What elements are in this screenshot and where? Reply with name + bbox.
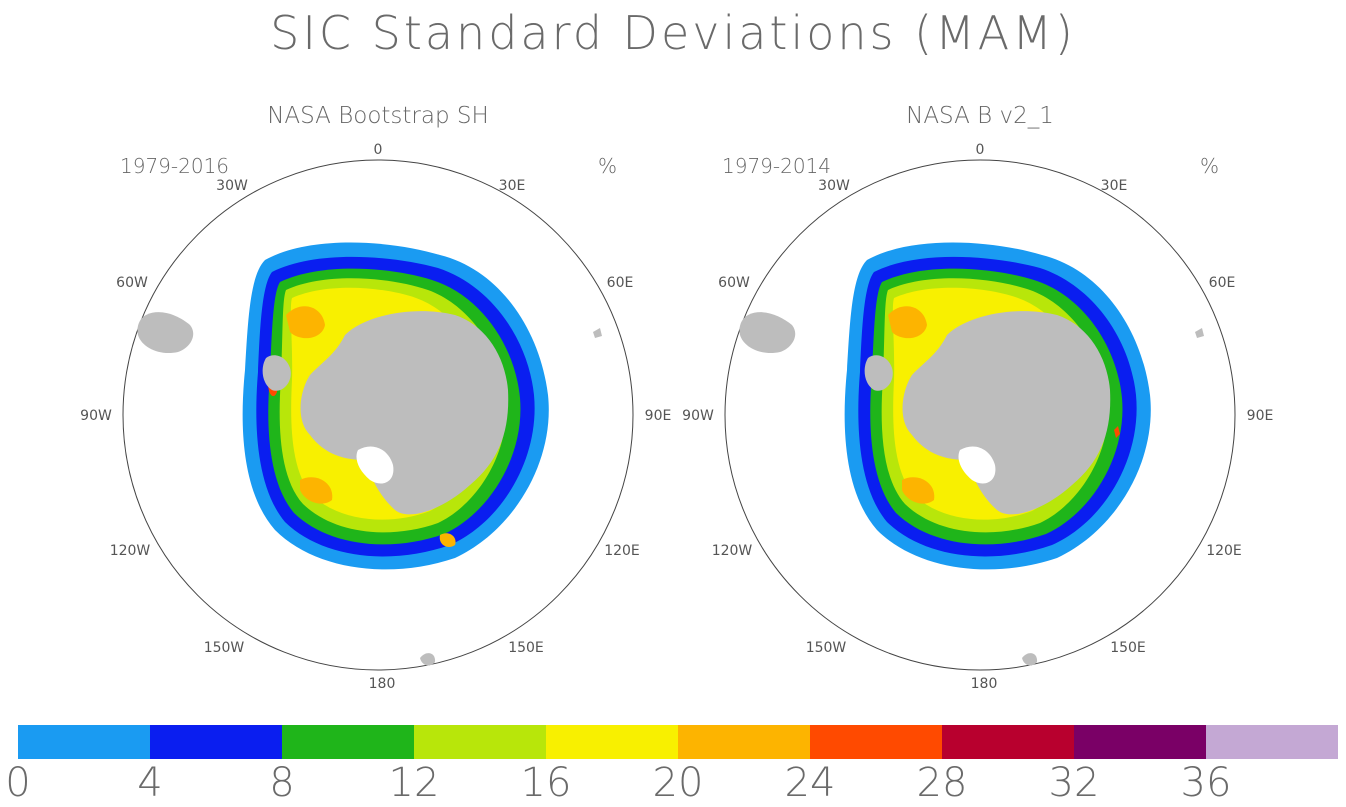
panel-title: NASA Bootstrap SH xyxy=(267,103,489,129)
panel-title: NASA B v2_1 xyxy=(906,103,1054,129)
colorbar-swatch-7 xyxy=(942,725,1074,759)
lon-label-0: 0 xyxy=(374,142,383,158)
colorbar-swatch-4 xyxy=(546,725,678,759)
colorbar-swatch-5 xyxy=(678,725,810,759)
lon-label-120e: 120E xyxy=(604,543,640,559)
island-east xyxy=(1195,328,1204,338)
colorbar-label-1: 4 xyxy=(137,760,163,806)
period-label: 1979-2016 xyxy=(120,154,229,178)
lon-label-180: 180 xyxy=(369,676,396,692)
units-label: % xyxy=(1200,154,1219,178)
colorbar-swatch-6 xyxy=(810,725,942,759)
lon-label-60e: 60E xyxy=(1209,275,1236,291)
colorbar-label-5: 20 xyxy=(652,760,704,806)
colorbar-label-7: 28 xyxy=(916,760,968,806)
colorbar-label-2: 8 xyxy=(269,760,295,806)
lon-label-150e: 150E xyxy=(508,640,544,656)
lon-label-90w: 90W xyxy=(682,408,714,424)
colorbar xyxy=(18,725,1338,759)
map-boundary xyxy=(724,159,1236,671)
ice-patch-higher-3 xyxy=(439,533,456,547)
ice-patch-higher-1 xyxy=(286,306,325,339)
colorbar-swatch-1 xyxy=(150,725,282,759)
colorbar-swatch-9 xyxy=(1206,725,1338,759)
units-label: % xyxy=(598,154,617,178)
colorbar-label-9: 36 xyxy=(1180,760,1232,806)
colorbar-label-8: 32 xyxy=(1048,760,1100,806)
antarctic-peninsula xyxy=(262,355,291,391)
antarctic-peninsula xyxy=(864,355,893,391)
lon-label-30e: 30E xyxy=(499,178,526,194)
colorbar-swatch-8 xyxy=(1074,725,1206,759)
lon-label-60e: 60E xyxy=(607,275,634,291)
lon-label-90e: 90E xyxy=(645,408,672,424)
island-new-zealand xyxy=(420,653,436,666)
lon-label-150w: 150W xyxy=(806,640,847,656)
colorbar-swatch-3 xyxy=(414,725,546,759)
lon-label-0: 0 xyxy=(976,142,985,158)
south-america-land xyxy=(137,312,194,354)
island-east xyxy=(593,328,602,338)
lon-label-60w: 60W xyxy=(116,275,148,291)
map-panel-right: NASA B v2_1 1979-2014 % 0 30E 60E 90E 12… xyxy=(682,103,1274,692)
colorbar-swatch-0 xyxy=(18,725,150,759)
island-new-zealand xyxy=(1022,653,1038,666)
ross-ice-shelf xyxy=(356,446,394,484)
lon-label-30w: 30W xyxy=(216,178,248,194)
colorbar-label-6: 24 xyxy=(784,760,836,806)
colorbar-swatch-2 xyxy=(282,725,414,759)
antarctica-land xyxy=(902,311,1111,515)
ross-ice-shelf xyxy=(958,446,996,484)
map-panel-left: NASA Bootstrap SH 1979-2016 % 0 30E 60E … xyxy=(80,103,672,692)
lon-label-90e: 90E xyxy=(1247,408,1274,424)
ice-patch-higher-2 xyxy=(300,477,333,504)
ice-patch-higher-2 xyxy=(902,477,935,504)
lon-label-120w: 120W xyxy=(712,543,753,559)
colorbar-label-4: 16 xyxy=(520,760,572,806)
main-title: SIC Standard Deviations (MAM) xyxy=(270,6,1076,60)
ice-patch-peak xyxy=(1114,426,1120,438)
antarctica-land xyxy=(300,311,509,515)
ice-patch-higher-1 xyxy=(888,306,927,339)
colorbar-label-0: 0 xyxy=(5,760,31,806)
lon-label-180: 180 xyxy=(971,676,998,692)
map-boundary xyxy=(122,159,634,671)
lon-label-150e: 150E xyxy=(1110,640,1146,656)
lon-label-30e: 30E xyxy=(1101,178,1128,194)
lon-label-150w: 150W xyxy=(204,640,245,656)
lon-label-120e: 120E xyxy=(1206,543,1242,559)
south-america-land xyxy=(739,312,796,354)
lon-label-120w: 120W xyxy=(110,543,151,559)
lon-label-90w: 90W xyxy=(80,408,112,424)
lon-label-30w: 30W xyxy=(818,178,850,194)
colorbar-label-3: 12 xyxy=(388,760,440,806)
lon-label-60w: 60W xyxy=(718,275,750,291)
period-label: 1979-2014 xyxy=(722,154,831,178)
